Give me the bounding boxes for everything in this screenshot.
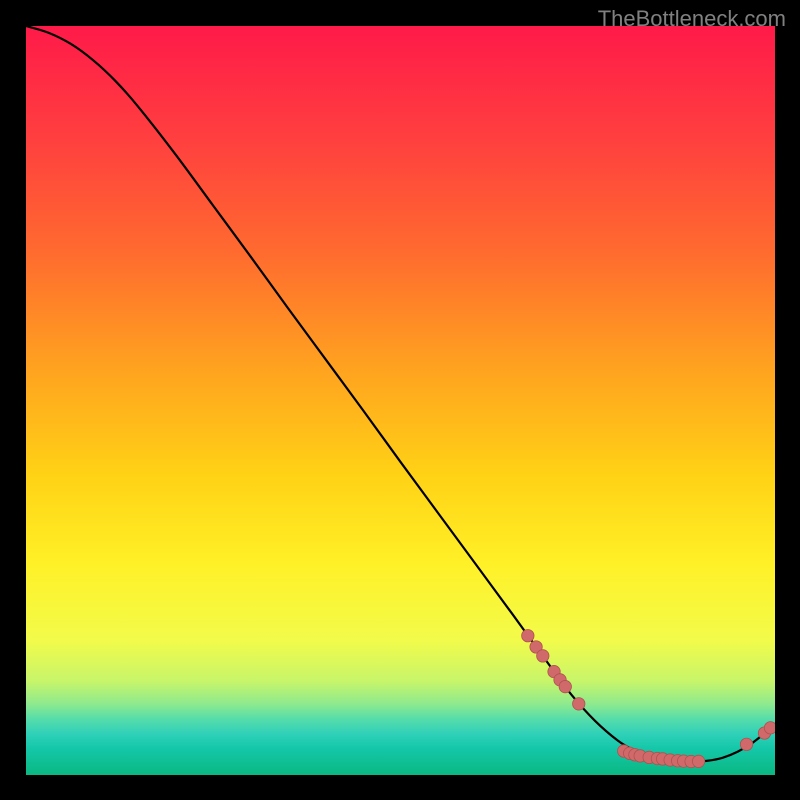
- data-marker: [740, 738, 752, 750]
- data-marker: [559, 680, 571, 692]
- data-marker: [522, 629, 534, 641]
- data-marker: [764, 722, 775, 734]
- gradient-background: [26, 26, 775, 775]
- chart-plot-area: [26, 26, 775, 775]
- watermark-text: TheBottleneck.com: [598, 6, 786, 32]
- chart-svg: [26, 26, 775, 775]
- data-marker: [537, 650, 549, 662]
- data-marker: [573, 698, 585, 710]
- data-marker: [692, 755, 704, 767]
